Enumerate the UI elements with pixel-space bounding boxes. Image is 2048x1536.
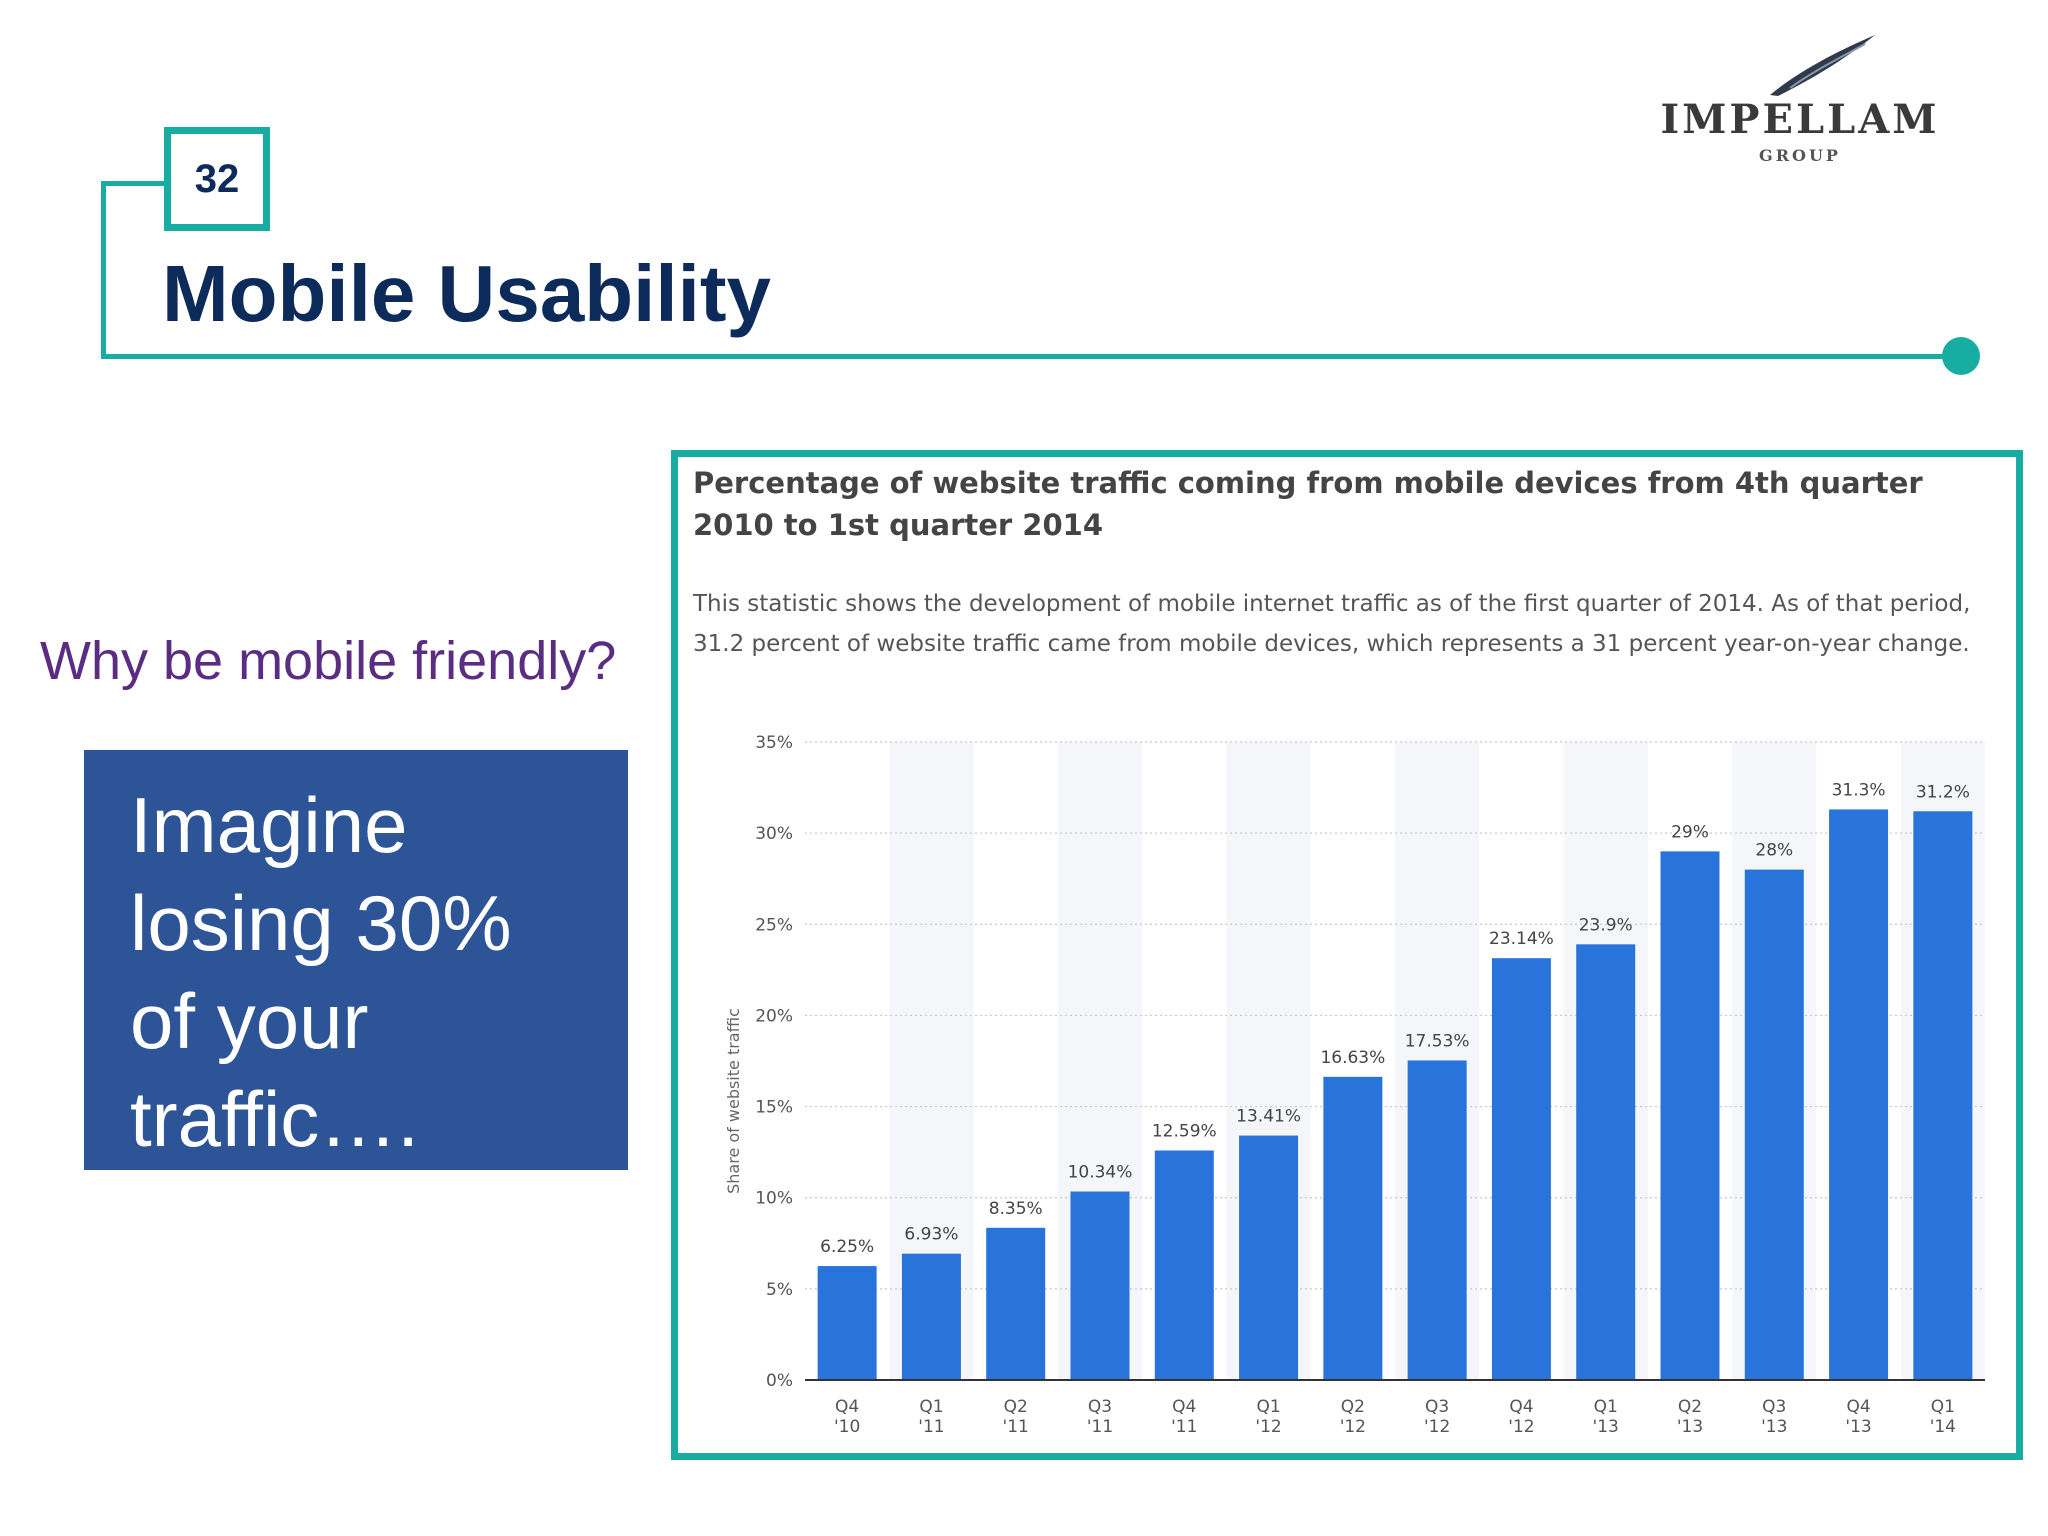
x-tick-label-year: '13 [1677,1417,1703,1437]
bar [1239,1135,1299,1380]
x-tick-label: Q3 [1762,1397,1786,1417]
slide-number: 32 [164,127,270,231]
x-tick-label-year: '13 [1593,1417,1619,1437]
y-tick-label: 35% [755,733,793,753]
data-label: 23.9% [1579,915,1633,935]
callout-box: Imagine losing 30% of your traffic…. [84,750,628,1170]
data-label: 6.25% [820,1237,874,1257]
y-axis-title: Share of website traffic [724,1008,743,1194]
chart-title: Percentage of website traffic coming fro… [693,466,1923,542]
slide-title: Mobile Usability [162,249,771,338]
x-tick-label-year: '12 [1255,1417,1281,1437]
bar [1407,1060,1467,1380]
bar [1660,851,1720,1380]
x-tick-label: Q4 [835,1397,859,1417]
x-tick-label-year: '13 [1845,1417,1871,1437]
y-tick-label: 15% [755,1098,793,1118]
y-tick-label: 25% [755,915,793,935]
bar [817,1266,877,1380]
data-label: 29% [1671,822,1709,842]
bar [1913,811,1973,1380]
bar [986,1227,1046,1380]
x-tick-label-year: '11 [1003,1417,1029,1437]
y-tick-label: 10% [755,1189,793,1209]
x-tick-label-year: '14 [1930,1417,1956,1437]
data-label: 13.41% [1236,1107,1301,1127]
slide-question: Why be mobile friendly? [40,631,617,691]
x-tick-label: Q3 [1088,1397,1112,1417]
bar [1744,869,1804,1380]
data-label: 31.3% [1832,780,1886,800]
x-tick-label-year: '12 [1340,1417,1366,1437]
logo-feather-icon [1770,35,1875,96]
data-label: 10.34% [1068,1163,1133,1183]
y-tick-label: 0% [766,1371,793,1391]
chart-description: This statistic shows the development of … [693,591,1971,657]
x-tick-label: Q4 [1172,1397,1196,1417]
logo-sub: GROUP [1759,146,1841,165]
x-tick-label-year: '12 [1508,1417,1534,1437]
bar [1154,1150,1214,1380]
data-label: 16.63% [1320,1048,1385,1068]
y-tick-label: 5% [766,1280,793,1300]
data-label: 23.14% [1489,929,1554,949]
x-tick-label: Q2 [1004,1397,1028,1417]
y-tick-label: 30% [755,824,793,844]
frame-line-bottom [101,354,1961,359]
bar [1576,944,1636,1380]
slide-number-text: 32 [194,156,240,201]
x-tick-label: Q4 [1846,1397,1870,1417]
x-tick-label: Q1 [1931,1397,1955,1417]
bar [901,1253,961,1380]
frame-dot [1942,337,1980,375]
x-tick-label: Q2 [1341,1397,1365,1417]
frame-line-left [101,181,106,359]
data-label: 12.59% [1152,1122,1217,1142]
x-tick-label: Q1 [1594,1397,1618,1417]
x-tick-label: Q3 [1425,1397,1449,1417]
x-tick-label-year: '12 [1424,1417,1450,1437]
x-tick-label: Q1 [919,1397,943,1417]
data-label: 8.35% [989,1199,1043,1219]
y-tick-label: 20% [755,1006,793,1026]
data-label: 17.53% [1405,1031,1470,1051]
logo-name: IMPELLAM [1660,96,1940,143]
data-label: 31.2% [1916,782,1970,802]
x-tick-label-year: '11 [1171,1417,1197,1437]
bar [1829,809,1889,1380]
x-tick-label: Q1 [1256,1397,1280,1417]
x-tick-label-year: '10 [834,1417,860,1437]
frame-line-top [101,181,168,186]
x-tick-label-year: '13 [1761,1417,1787,1437]
x-tick-label-year: '11 [918,1417,944,1437]
data-label: 6.93% [904,1225,958,1245]
x-tick-label-year: '11 [1087,1417,1113,1437]
bar [1070,1191,1130,1380]
callout-text: Imagine losing 30% of your traffic…. [130,781,512,1163]
x-tick-label: Q2 [1678,1397,1702,1417]
x-tick-label: Q4 [1509,1397,1533,1417]
data-label: 28% [1755,841,1793,861]
bar [1323,1076,1383,1380]
bar [1491,958,1551,1380]
